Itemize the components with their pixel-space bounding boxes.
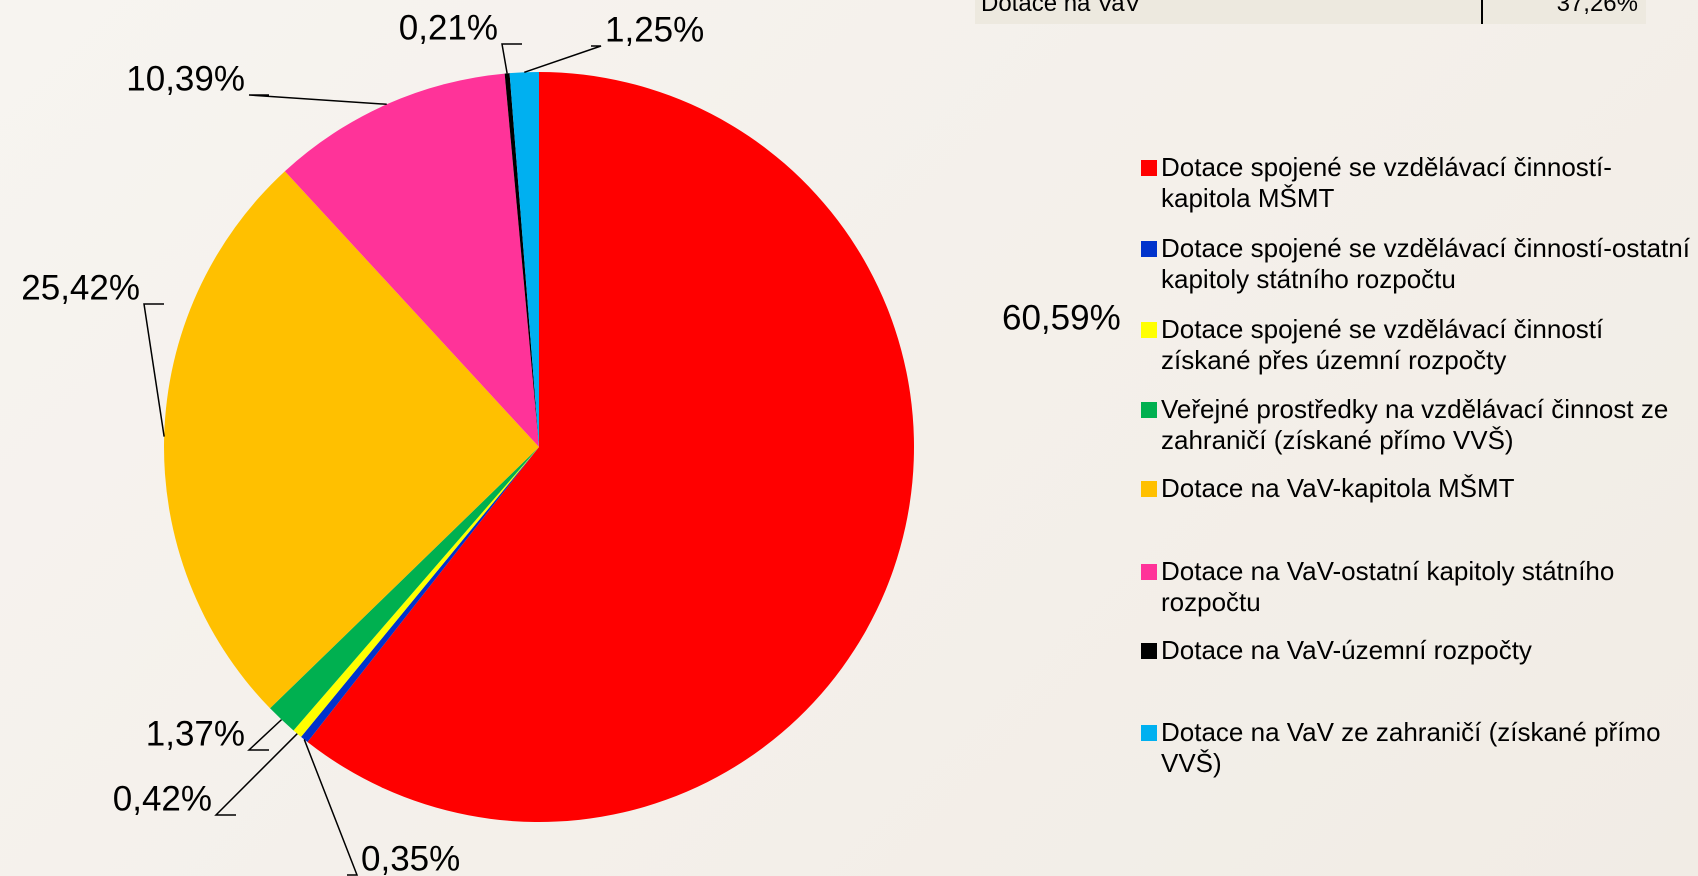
legend-item: Dotace spojené se vzdělávací činností-ka… xyxy=(1137,152,1692,214)
leader-line xyxy=(501,43,522,74)
data-label: 25,42% xyxy=(21,268,140,307)
legend-swatch xyxy=(1141,643,1157,659)
legend-item: Dotace spojené se vzdělávací činností zí… xyxy=(1137,314,1692,376)
pie-slice xyxy=(270,447,539,731)
legend-swatch xyxy=(1141,481,1157,497)
legend-label: Dotace na VaV-kapitola MŠMT xyxy=(1161,473,1515,503)
data-label: 1,37% xyxy=(146,714,245,753)
leader-line xyxy=(303,739,359,876)
leader-line xyxy=(247,719,283,751)
table-separator xyxy=(1481,0,1483,24)
pie-slice xyxy=(301,447,539,743)
legend-item: Veřejné prostředky na vzdělávací činnost… xyxy=(1137,394,1692,456)
legend-item: Dotace na VaV-ostatní kapitoly státního … xyxy=(1137,556,1692,618)
table-cell: 37,26% xyxy=(1556,0,1638,17)
legend-label: Dotace na VaV-územní rozpočty xyxy=(1161,635,1532,665)
legend-label: Dotace spojené se vzdělávací činností zí… xyxy=(1161,314,1604,375)
legend-swatch xyxy=(1141,241,1157,257)
pie-slice xyxy=(284,73,539,447)
legend-swatch xyxy=(1141,725,1157,741)
legend-swatch xyxy=(1141,160,1157,176)
legend-label: Dotace na VaV ze zahraničí (získané přím… xyxy=(1161,717,1661,778)
data-label: 60,59% xyxy=(1002,298,1121,337)
pie-slice xyxy=(504,73,539,447)
legend-label: Dotace spojené se vzdělávací činností-os… xyxy=(1161,233,1690,294)
pie-slice xyxy=(164,171,540,709)
data-label: 0,42% xyxy=(113,779,212,818)
data-label: 0,21% xyxy=(399,8,498,47)
leader-line xyxy=(248,94,387,106)
legend-swatch xyxy=(1141,402,1157,418)
legend-label: Dotace na VaV-ostatní kapitoly státního … xyxy=(1161,556,1615,617)
legend-label: Veřejné prostředky na vzdělávací činnost… xyxy=(1161,394,1669,455)
data-label: 10,39% xyxy=(126,59,245,98)
legend-item: Dotace na VaV ze zahraničí (získané přím… xyxy=(1137,717,1692,779)
data-label: 1,25% xyxy=(605,10,704,49)
pie-slice xyxy=(293,447,539,737)
leader-line xyxy=(143,303,165,437)
legend-swatch xyxy=(1141,564,1157,580)
leader-line xyxy=(524,45,602,73)
legend-item: Dotace spojené se vzdělávací činností-os… xyxy=(1137,233,1692,295)
pie-slice xyxy=(509,72,539,447)
data-label: 0,35% xyxy=(361,839,460,876)
leader-line xyxy=(214,733,298,816)
legend-swatch xyxy=(1141,322,1157,338)
table-row: Dotace na VaV 37,26% xyxy=(975,0,1646,24)
legend-label: Dotace spojené se vzdělávací činností-ka… xyxy=(1161,152,1612,213)
legend-item: Dotace na VaV-územní rozpočty xyxy=(1137,635,1692,666)
pie-slice xyxy=(307,72,915,822)
legend-item: Dotace na VaV-kapitola MŠMT xyxy=(1137,473,1692,504)
table-cell: Dotace na VaV xyxy=(981,0,1141,17)
